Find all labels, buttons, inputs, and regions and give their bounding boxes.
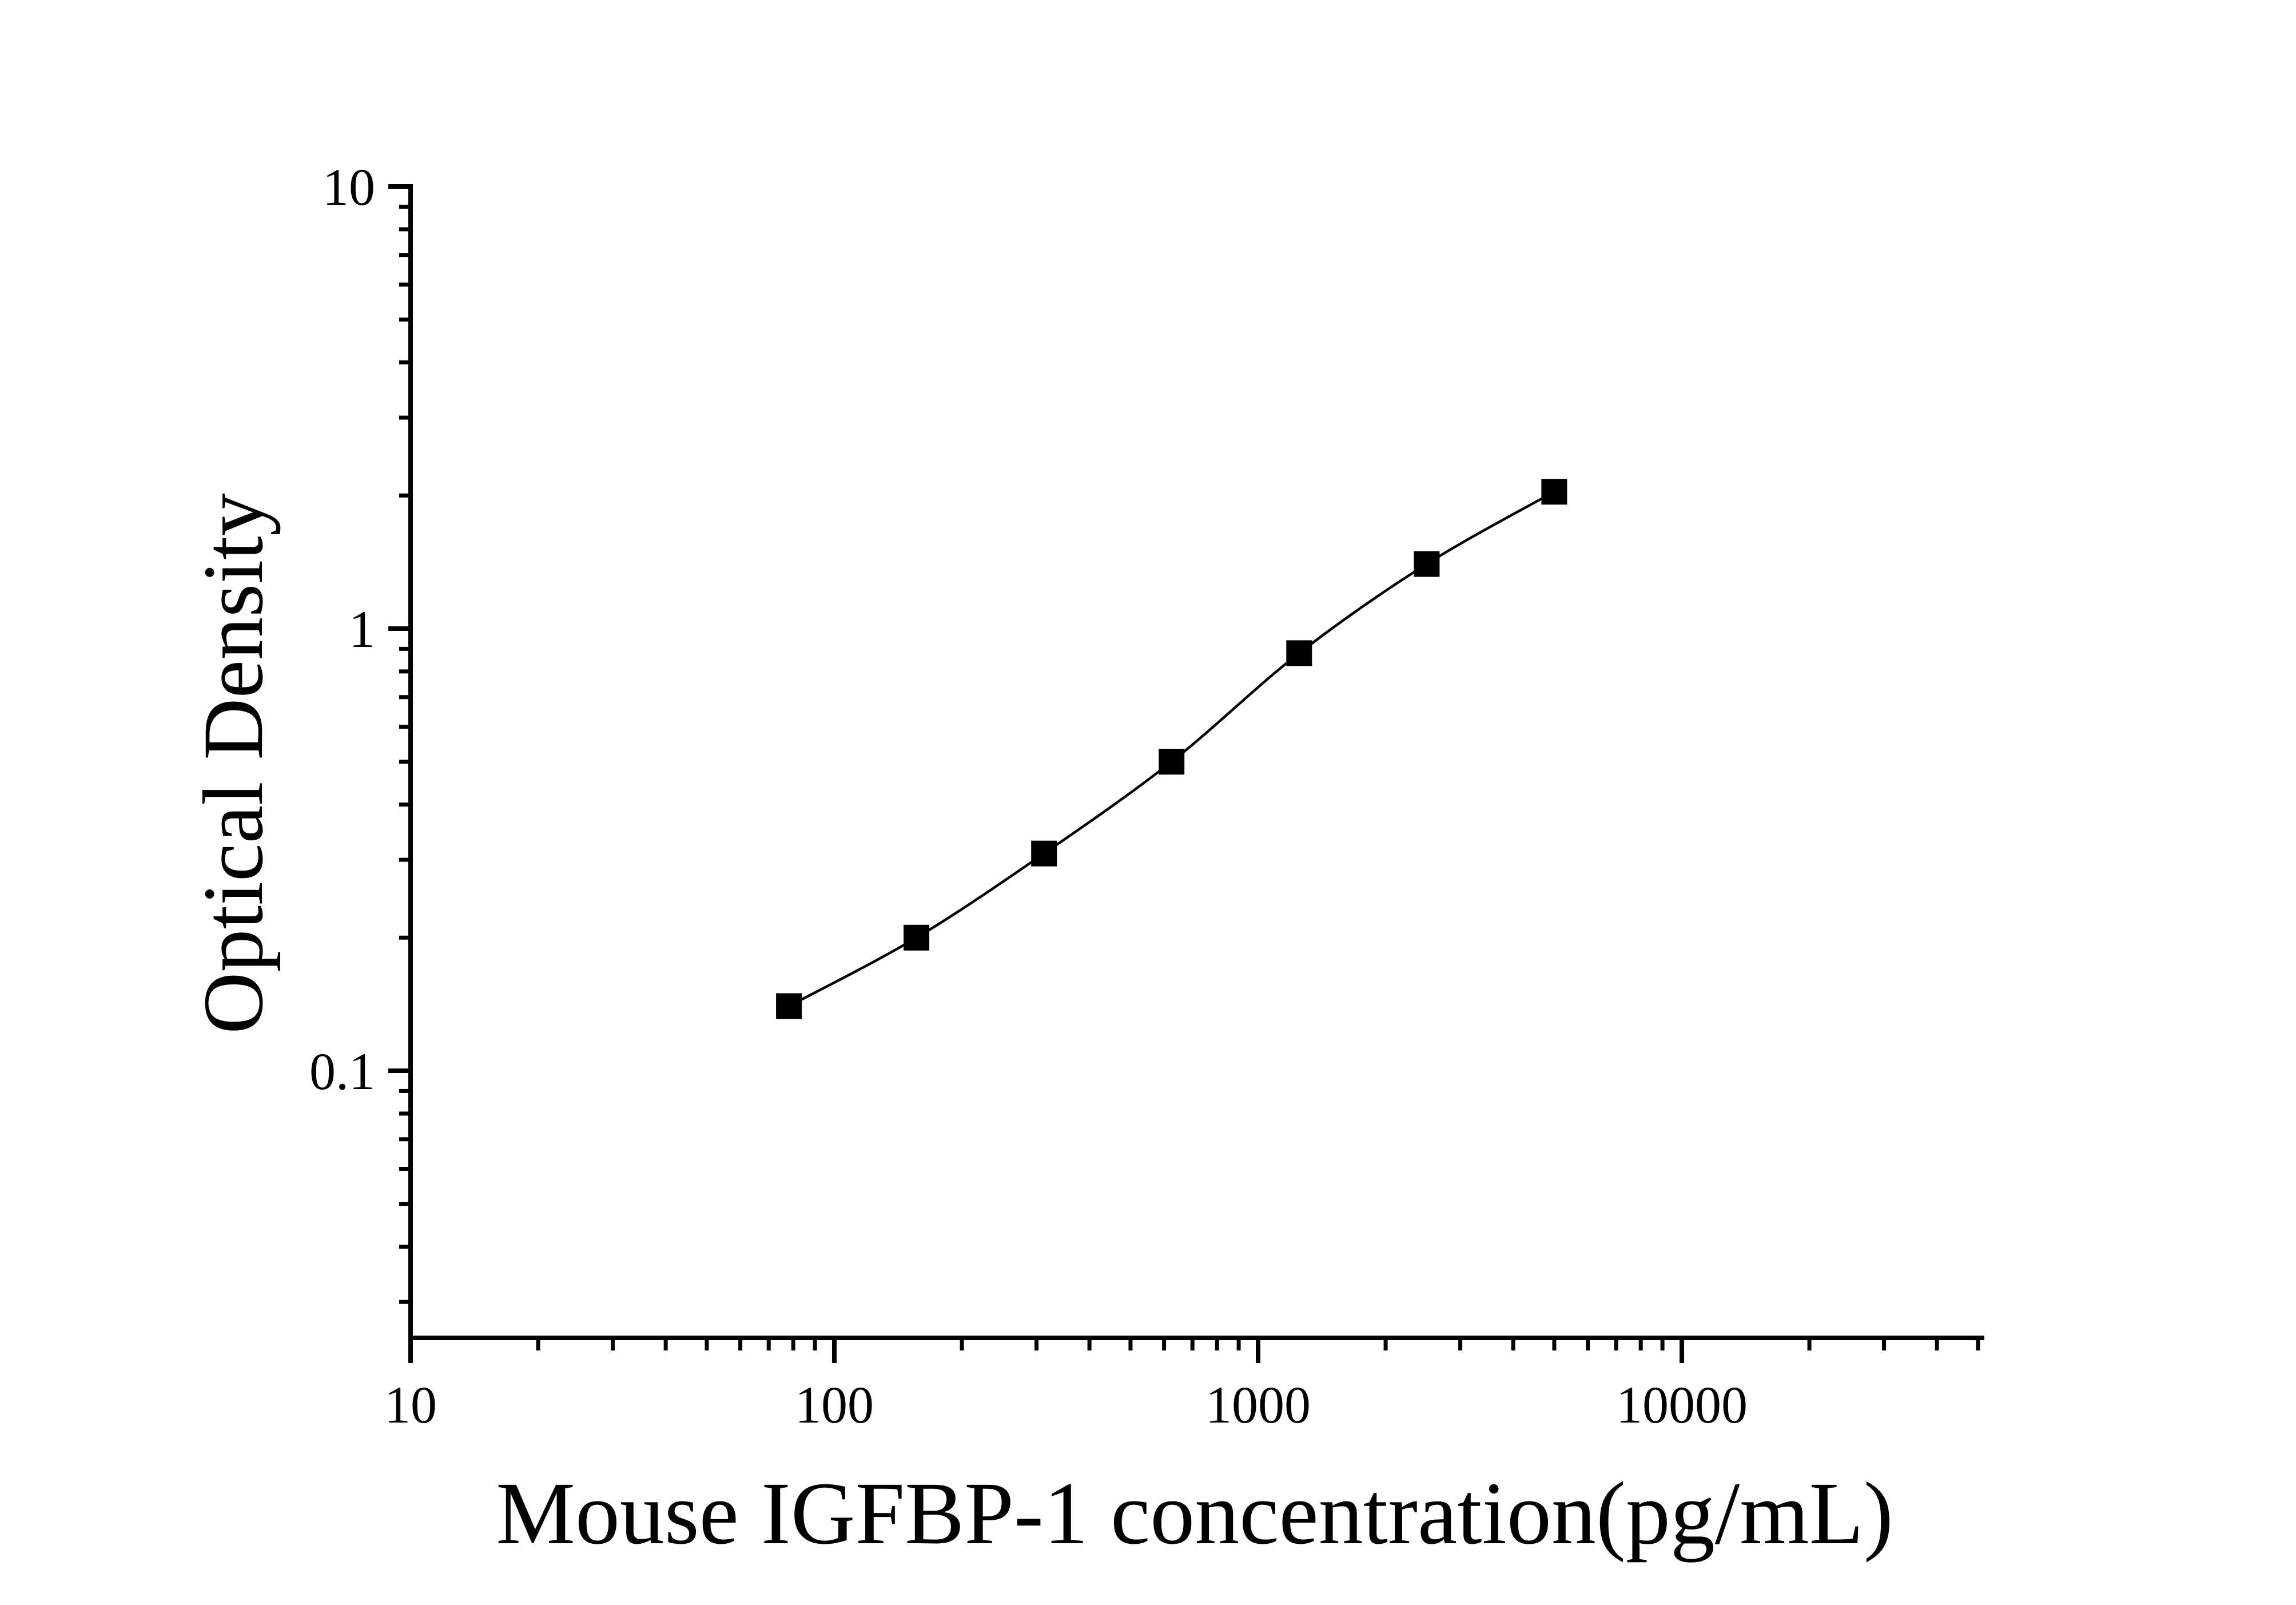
data-point-marker bbox=[776, 993, 802, 1019]
x-axis-tick-label: 100 bbox=[795, 1376, 874, 1434]
data-point-marker bbox=[1159, 749, 1185, 775]
y-axis-tick-label: 1 bbox=[349, 600, 375, 658]
data-point-marker bbox=[1541, 479, 1567, 505]
data-point-marker bbox=[904, 924, 930, 951]
y-axis-tick-label: 0.1 bbox=[309, 1042, 375, 1101]
y-axis-tick-label: 10 bbox=[323, 158, 375, 216]
x-axis-tick-label: 1000 bbox=[1205, 1376, 1311, 1434]
x-axis-tick-label: 10 bbox=[384, 1376, 437, 1434]
y-axis-title: Optical Density bbox=[186, 493, 281, 1034]
data-point-marker bbox=[1286, 640, 1312, 666]
data-point-marker bbox=[1031, 840, 1057, 867]
x-axis-title: Mouse IGFBP-1 concentration(pg/mL) bbox=[496, 1464, 1893, 1563]
x-axis-tick-label: 10000 bbox=[1616, 1376, 1748, 1434]
data-point-marker bbox=[1414, 551, 1440, 577]
